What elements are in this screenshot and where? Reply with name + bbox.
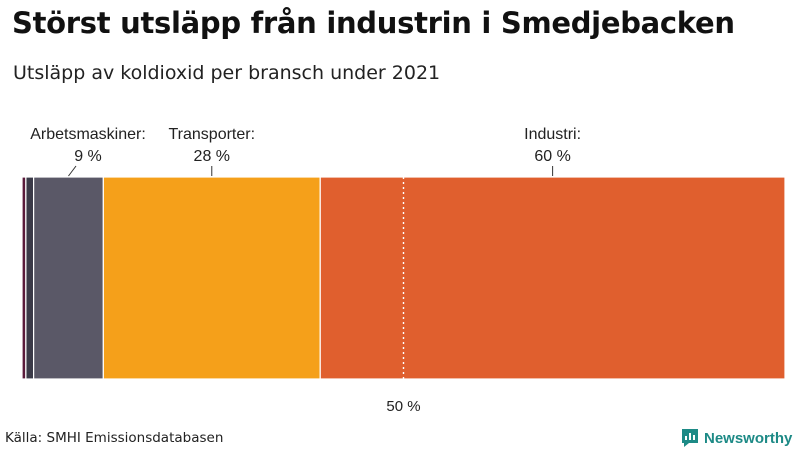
brand-name: Newsworthy: [704, 429, 793, 447]
bar-segment-industri: [319, 176, 786, 380]
chart-title: Störst utsläpp från industrin i Smedjeba…: [12, 6, 735, 40]
stacked-bar-chart: Arbetsmaskiner: 9 % Transporter: 28 % Indust…: [21, 126, 786, 415]
newsworthy-icon: [682, 429, 698, 447]
segment-value-arbetsmaskiner: 9 %: [74, 148, 102, 165]
segment-label-arbetsmaskiner: Arbetsmaskiner:: [30, 126, 146, 143]
bar-segment-arbetsmaskiner: [33, 176, 104, 380]
bar-segment-minor-1: [25, 176, 35, 380]
chart-subtitle: Utsläpp av koldioxid per bransch under 2…: [13, 62, 441, 84]
leader-line-arbetsmaskiner: [68, 165, 77, 177]
newsworthy-logo: Newsworthy: [681, 428, 792, 448]
segment-label-industri: Industri:: [524, 126, 581, 143]
bar-segment-transporter: [102, 176, 321, 380]
source-note: Källa: SMHI Emissionsdatabasen: [5, 430, 224, 446]
segment-value-industri: 60 %: [534, 148, 570, 165]
segment-label-transporter: Transporter:: [169, 126, 256, 143]
segment-value-transporter: 28 %: [194, 148, 230, 165]
reference-line-label: 50 %: [386, 398, 420, 415]
